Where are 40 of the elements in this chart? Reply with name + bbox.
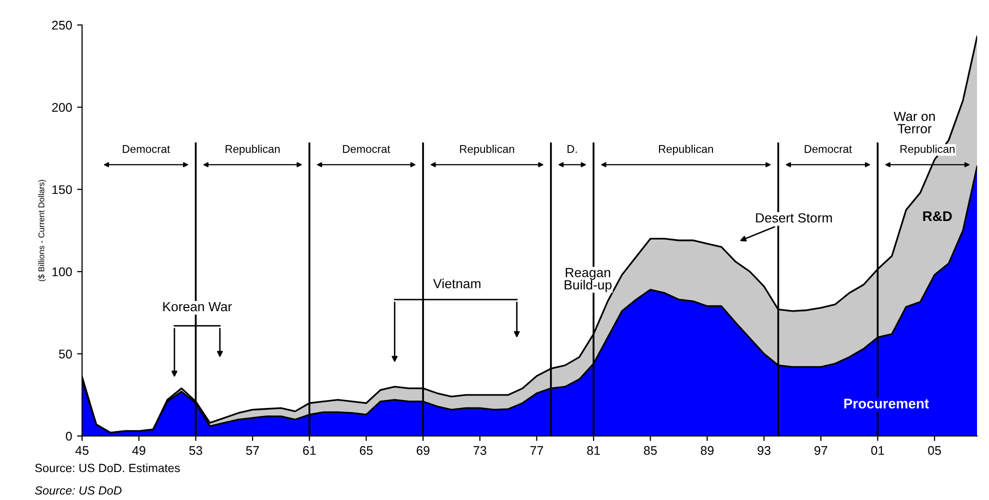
x-tick-label: 81 — [587, 446, 600, 455]
x-tick-label: 93 — [758, 446, 770, 455]
y-tick-label: 50 — [58, 350, 72, 358]
y-axis-title: ($ Billions - Current Dollars) — [38, 180, 46, 282]
x-tick-label: 53 — [189, 446, 202, 455]
y-tick-label: 100 — [52, 267, 72, 276]
x-tick-label: 69 — [416, 446, 430, 455]
source-note: Source: US DoD — [34, 486, 122, 495]
y-tick-label: 0 — [66, 432, 72, 441]
annotation: Republican — [900, 144, 954, 156]
y-tick-label: 150 — [52, 185, 72, 194]
source-note: Source: US DoD. Estimates — [35, 463, 180, 472]
annotation: Desert Storm — [756, 213, 832, 223]
annotation: Korean War — [163, 302, 232, 312]
annotation: Reagan Build-up — [564, 268, 612, 292]
x-tick-label: 05 — [928, 446, 941, 455]
x-tick-label: 65 — [360, 446, 373, 455]
annotation: D. — [568, 145, 577, 153]
annotation: Republican — [226, 144, 280, 156]
x-tick-label: 97 — [814, 446, 828, 455]
annotation: Democrat — [804, 145, 852, 153]
x-tick-label: 61 — [303, 446, 316, 455]
series-label: R&D — [923, 211, 952, 222]
x-tick-label: 89 — [700, 446, 714, 455]
x-tick-label: 45 — [75, 446, 89, 455]
x-tick-label: 49 — [132, 446, 146, 455]
x-tick-label: 57 — [246, 446, 259, 455]
y-tick-label: 200 — [52, 103, 72, 112]
x-tick-label: 01 — [871, 446, 884, 455]
annotation: Vietnam — [433, 278, 480, 288]
x-tick-label: 77 — [530, 446, 544, 455]
annotation: Republican — [659, 144, 713, 156]
y-tick-label: 250 — [52, 20, 72, 30]
annotation: War on Terror — [894, 112, 935, 134]
x-tick-label: 73 — [474, 446, 486, 455]
x-tick-label: 85 — [644, 446, 657, 455]
annotation: Democrat — [122, 145, 170, 153]
annotation: Democrat — [343, 145, 390, 153]
series-label: Procurement — [844, 398, 929, 408]
annotation: Republican — [460, 144, 514, 156]
